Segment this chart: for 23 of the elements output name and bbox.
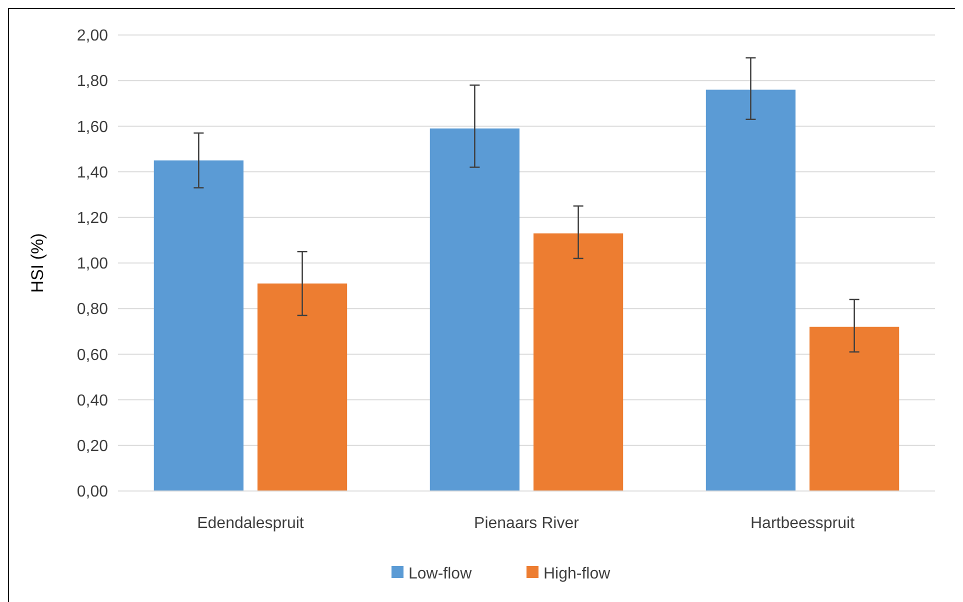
x-tick-label: Pienaars River — [474, 515, 580, 532]
bar — [810, 326, 900, 491]
y-tick-label: 0,80 — [76, 301, 108, 318]
x-tick-label: Edendalespruit — [197, 515, 304, 532]
bar — [534, 233, 624, 491]
y-tick-label: 1,80 — [76, 73, 108, 90]
y-tick-label: 0,00 — [76, 484, 108, 501]
legend-label: Low-flow — [408, 566, 472, 583]
y-tick-label: 0,40 — [76, 392, 108, 410]
y-tick-label: 0,20 — [76, 438, 108, 455]
bar — [257, 284, 348, 491]
y-axis-title: HSI (%) — [28, 233, 47, 293]
y-tick-label: 2,00 — [76, 28, 108, 45]
bar — [430, 128, 520, 491]
y-tick-label: 1,00 — [76, 256, 108, 273]
bar — [706, 90, 796, 491]
bar — [154, 160, 244, 491]
y-tick-label: 1,40 — [76, 164, 108, 182]
y-tick-label: 0,60 — [76, 346, 108, 364]
x-tick-label: Hartbeesspruit — [750, 515, 856, 532]
y-tick-label: 1,20 — [76, 210, 108, 227]
legend-label: High-flow — [544, 566, 611, 583]
y-tick-label: 1,60 — [76, 118, 108, 136]
